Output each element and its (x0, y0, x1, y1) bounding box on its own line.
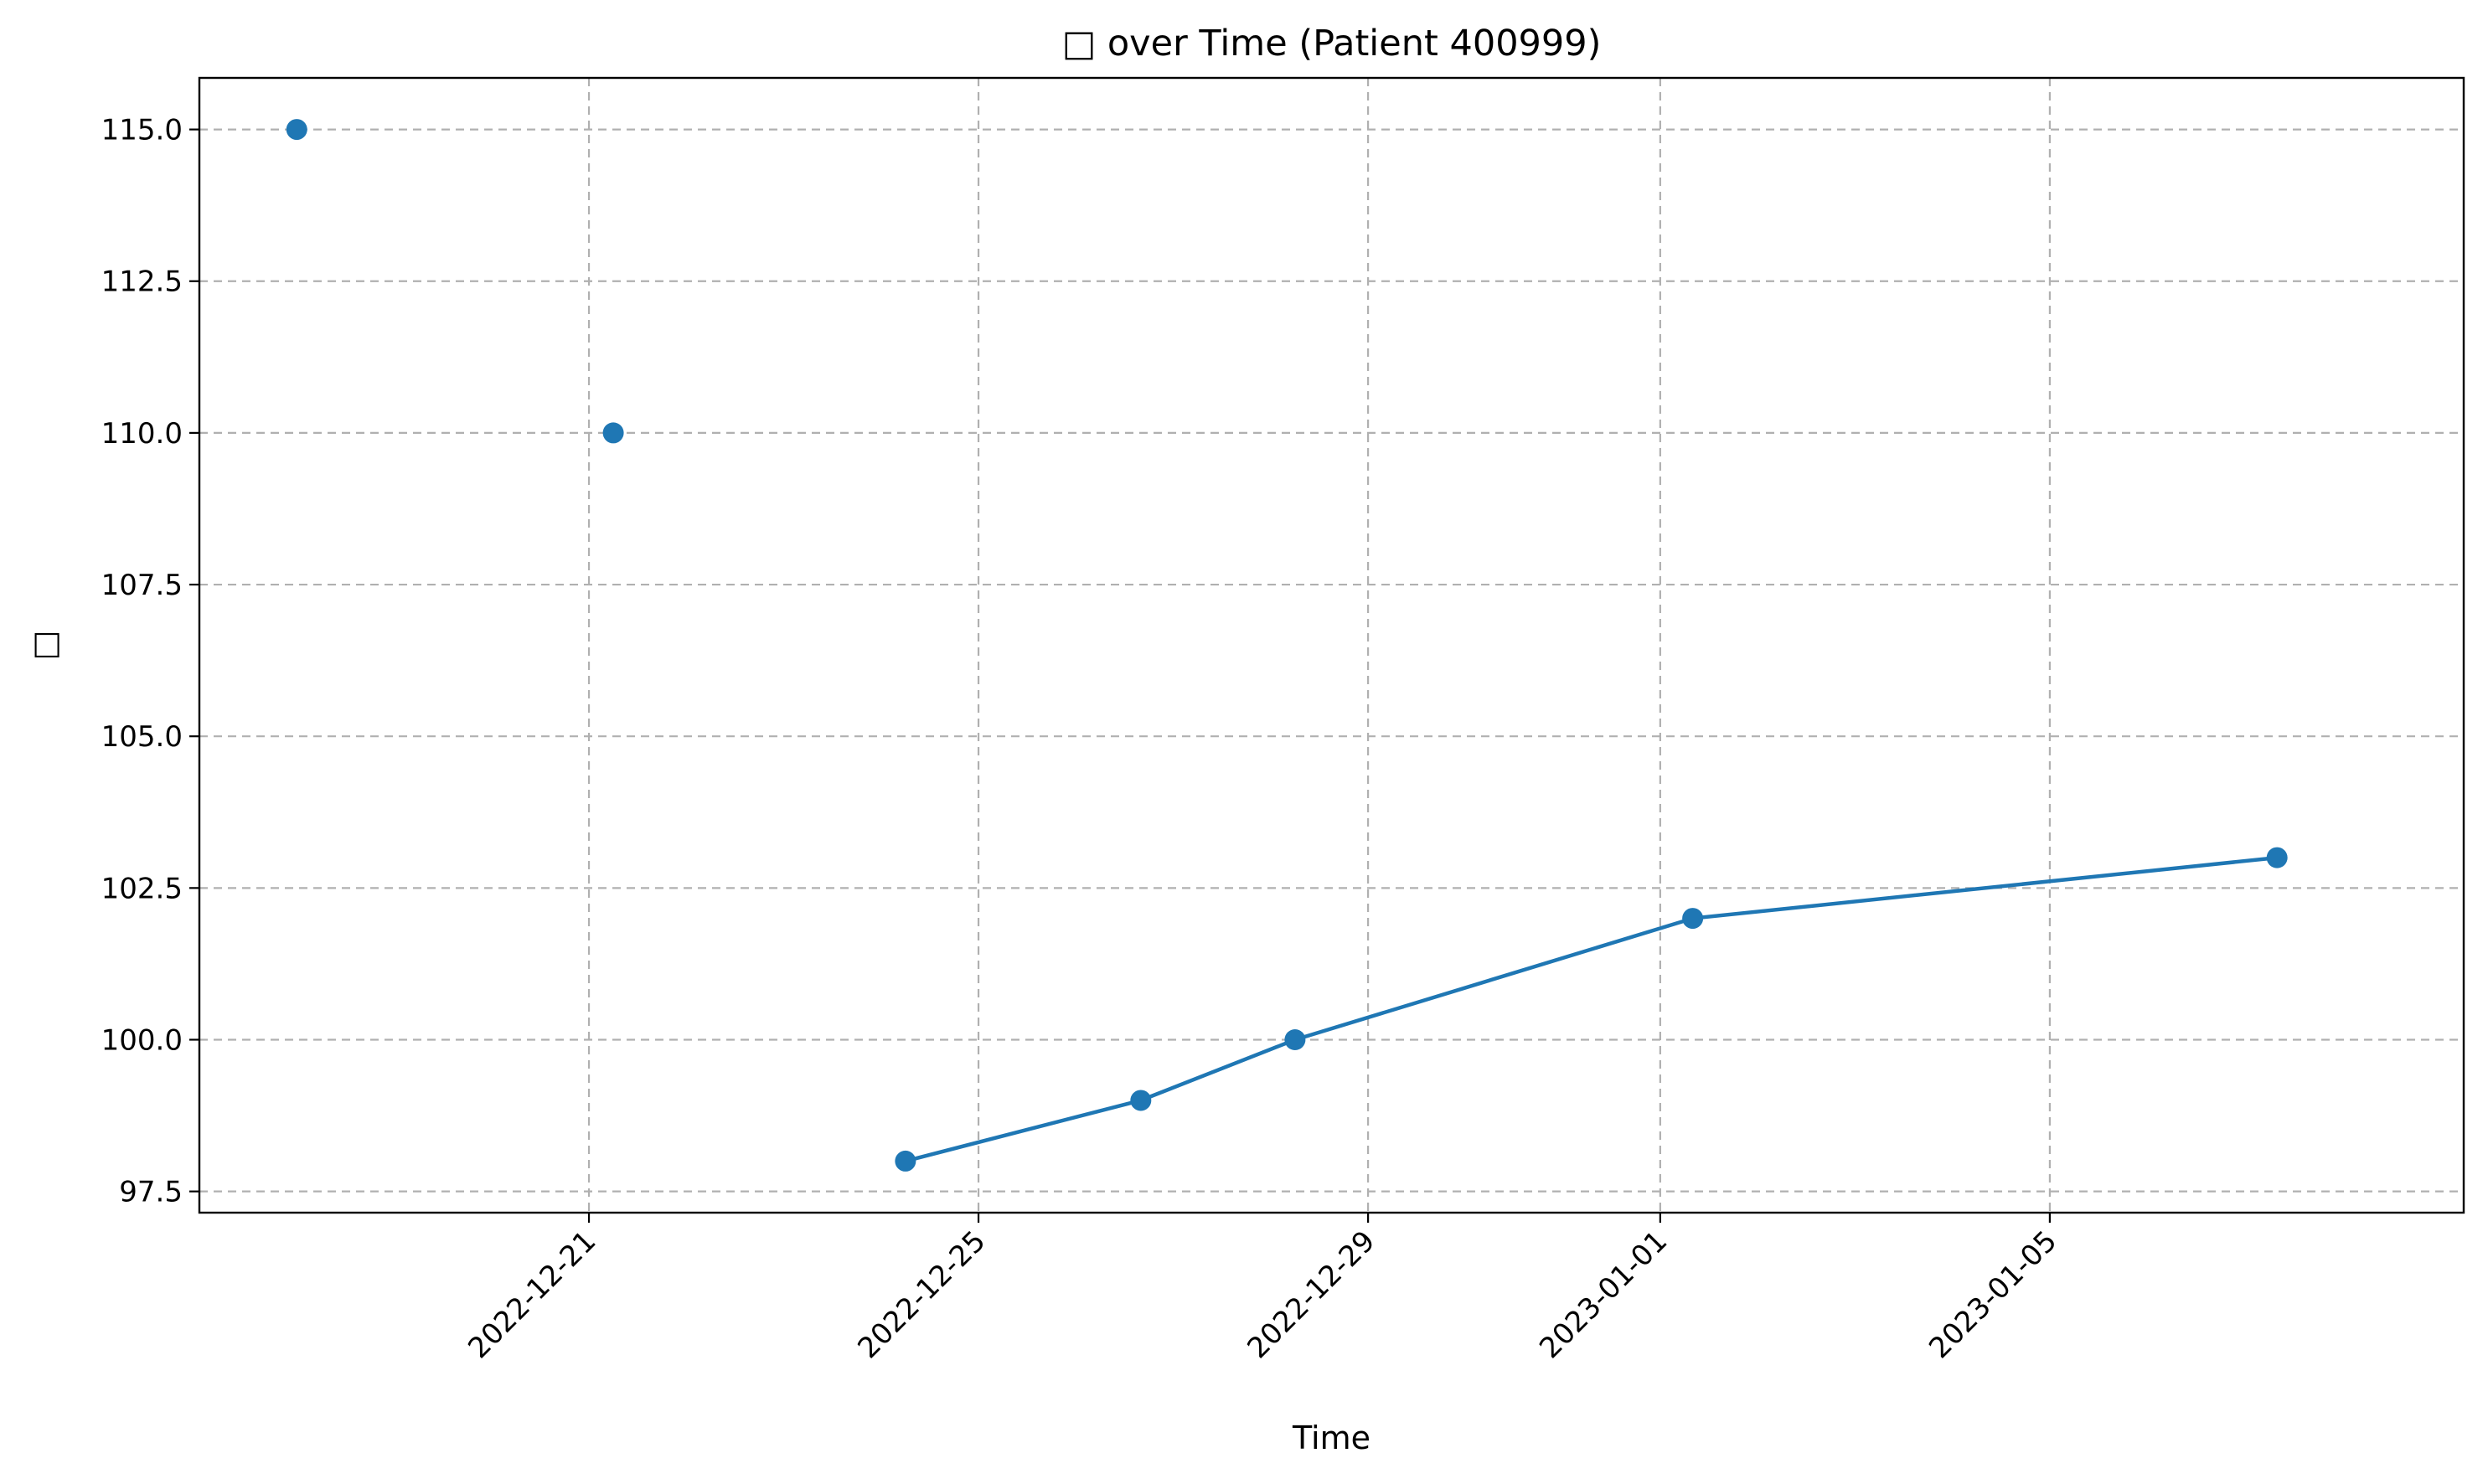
ticks: 97.5 100.0 102.5 105.0 107.5 110.0 112.5 115.0 2… (101, 114, 2064, 1365)
y-axis-label: □ (26, 631, 63, 661)
y-tick-label: 112.5 (101, 265, 183, 299)
x-tick-label: 2023-01-05 (1923, 1224, 2063, 1365)
labels: □ over Time (Patient 400999) Time □ (26, 23, 1601, 1456)
data-point (895, 1150, 916, 1172)
data-point (1130, 1090, 1152, 1111)
data-point (2266, 847, 2288, 868)
y-tick-label: 105.0 (101, 720, 183, 754)
data-point (602, 422, 624, 444)
axes-frame (198, 76, 2465, 1214)
x-axis-label: Time (1292, 1420, 1370, 1456)
x-tick-label: 2022-12-29 (1241, 1224, 1381, 1365)
series-layer (286, 119, 2288, 1172)
x-tick-label: 2023-01-01 (1533, 1224, 1674, 1365)
y-tick-label: 100.0 (101, 1023, 183, 1057)
data-point (1284, 1028, 1306, 1050)
y-tick-label: 115.0 (101, 114, 183, 147)
y-tick-label: 110.0 (101, 417, 183, 451)
x-tick-label: 2022-12-25 (851, 1224, 992, 1365)
data-point (1682, 908, 1704, 930)
series-line (905, 855, 2278, 1163)
y-tick-label: 97.5 (119, 1176, 183, 1209)
y-tick-label: 107.5 (101, 569, 183, 602)
grid (199, 78, 2464, 1213)
data-point (286, 119, 307, 141)
chart-title: □ over Time (Patient 400999) (1062, 23, 1602, 64)
y-tick-label: 102.5 (101, 872, 183, 905)
x-tick-label: 2022-12-21 (462, 1224, 602, 1365)
